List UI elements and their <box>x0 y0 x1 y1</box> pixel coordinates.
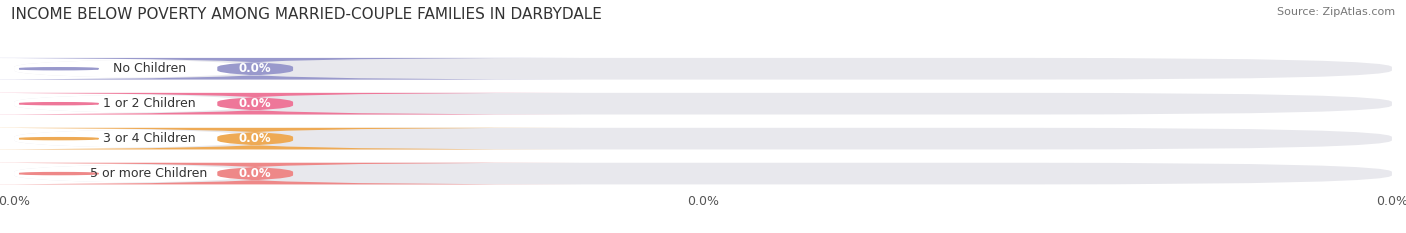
FancyBboxPatch shape <box>14 128 1392 150</box>
Circle shape <box>20 103 98 105</box>
FancyBboxPatch shape <box>0 58 377 80</box>
Text: 0.0%: 0.0% <box>239 132 271 145</box>
Text: 0.0%: 0.0% <box>239 62 271 75</box>
Circle shape <box>20 68 98 70</box>
Text: 1 or 2 Children: 1 or 2 Children <box>103 97 195 110</box>
Text: 0.0%: 0.0% <box>239 97 271 110</box>
Text: 5 or more Children: 5 or more Children <box>90 167 208 180</box>
FancyBboxPatch shape <box>0 93 581 115</box>
FancyBboxPatch shape <box>14 93 1392 115</box>
FancyBboxPatch shape <box>14 58 1392 80</box>
Circle shape <box>20 173 98 175</box>
FancyBboxPatch shape <box>0 163 581 185</box>
FancyBboxPatch shape <box>0 128 581 150</box>
FancyBboxPatch shape <box>0 58 581 80</box>
Text: INCOME BELOW POVERTY AMONG MARRIED-COUPLE FAMILIES IN DARBYDALE: INCOME BELOW POVERTY AMONG MARRIED-COUPL… <box>11 7 602 22</box>
Text: 0.0%: 0.0% <box>239 167 271 180</box>
FancyBboxPatch shape <box>14 163 1392 185</box>
FancyBboxPatch shape <box>0 128 377 150</box>
Circle shape <box>20 138 98 140</box>
FancyBboxPatch shape <box>0 163 377 185</box>
FancyBboxPatch shape <box>0 93 377 115</box>
Text: No Children: No Children <box>112 62 186 75</box>
Text: 3 or 4 Children: 3 or 4 Children <box>103 132 195 145</box>
Text: Source: ZipAtlas.com: Source: ZipAtlas.com <box>1277 7 1395 17</box>
